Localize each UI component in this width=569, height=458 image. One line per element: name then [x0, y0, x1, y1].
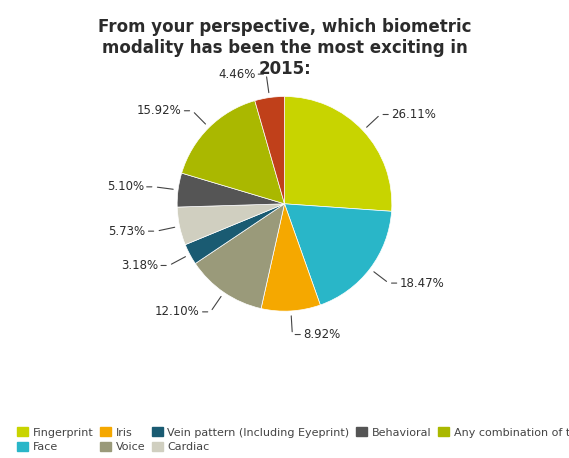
Wedge shape [255, 97, 284, 204]
Text: 5.73%: 5.73% [109, 225, 146, 238]
Wedge shape [261, 204, 320, 311]
Text: 4.46%: 4.46% [218, 68, 255, 81]
Wedge shape [195, 204, 284, 309]
Text: 5.10%: 5.10% [107, 180, 144, 193]
Wedge shape [182, 101, 284, 204]
Text: From your perspective, which biometric
modality has been the most exciting in
20: From your perspective, which biometric m… [98, 18, 471, 78]
Text: 3.18%: 3.18% [121, 259, 158, 272]
Text: 18.47%: 18.47% [399, 277, 444, 289]
Text: 26.11%: 26.11% [391, 108, 436, 121]
Wedge shape [177, 204, 284, 245]
Legend: Fingerprint, Face, Iris, Voice, Vein pattern (Including Eyeprint), Cardiac, Beha: Fingerprint, Face, Iris, Voice, Vein pat… [17, 427, 569, 453]
Text: 15.92%: 15.92% [137, 104, 182, 117]
Wedge shape [185, 204, 284, 263]
Wedge shape [284, 97, 392, 211]
Text: 12.10%: 12.10% [155, 305, 200, 318]
Wedge shape [284, 204, 391, 305]
Wedge shape [177, 173, 284, 207]
Text: 8.92%: 8.92% [303, 328, 340, 341]
